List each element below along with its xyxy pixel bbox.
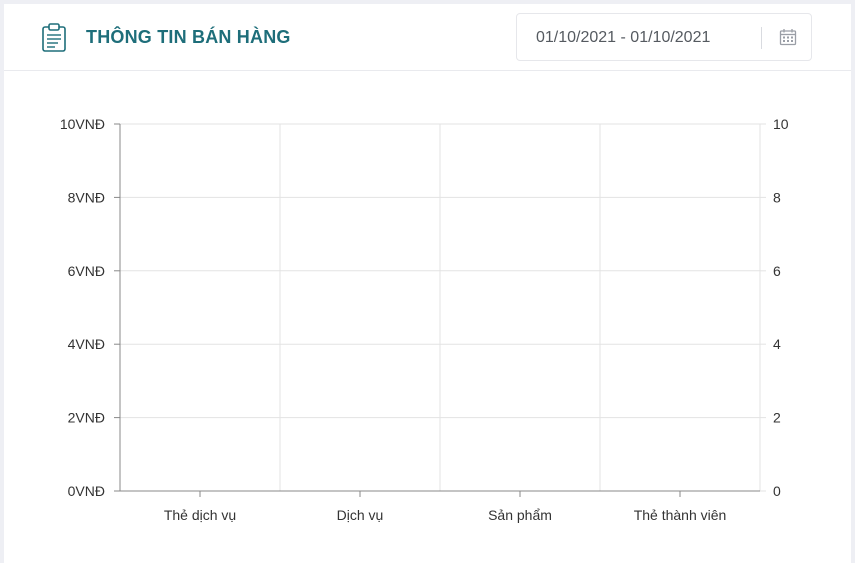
y-left-tick-label: 8VNĐ [68, 189, 105, 205]
y-left-tick-label: 0VNĐ [68, 483, 105, 499]
y-left-tick-label: 6VNĐ [68, 263, 105, 279]
card-header: THÔNG TIN BÁN HÀNG 01/10/2021 - 01/10/20… [4, 4, 851, 71]
y-right-tick-label: 2 [773, 410, 781, 426]
sales-info-card: THÔNG TIN BÁN HÀNG 01/10/2021 - 01/10/20… [4, 4, 851, 563]
x-tick-label: Thẻ dịch vụ [164, 507, 236, 523]
date-range-picker[interactable]: 01/10/2021 - 01/10/2021 [516, 13, 812, 61]
date-range-divider [761, 27, 762, 49]
y-right-tick-label: 8 [773, 189, 781, 205]
y-left-tick-label: 10VNĐ [60, 116, 105, 132]
x-tick-label: Thẻ thành viên [634, 507, 727, 523]
x-tick-label: Dịch vụ [337, 507, 384, 523]
card-title: THÔNG TIN BÁN HÀNG [86, 27, 291, 47]
y-right-tick-label: 0 [773, 483, 781, 499]
y-right-tick-label: 10 [773, 116, 789, 132]
y-left-tick-label: 2VNĐ [68, 410, 105, 426]
clipboard-list-icon [42, 23, 66, 52]
y-left-tick-label: 4VNĐ [68, 336, 105, 352]
x-tick-label: Sản phẩm [488, 507, 552, 523]
calendar-icon[interactable] [779, 28, 797, 46]
y-right-tick-label: 4 [773, 336, 781, 352]
date-range-value[interactable]: 01/10/2021 - 01/10/2021 [536, 29, 711, 46]
y-right-tick-label: 6 [773, 263, 781, 279]
